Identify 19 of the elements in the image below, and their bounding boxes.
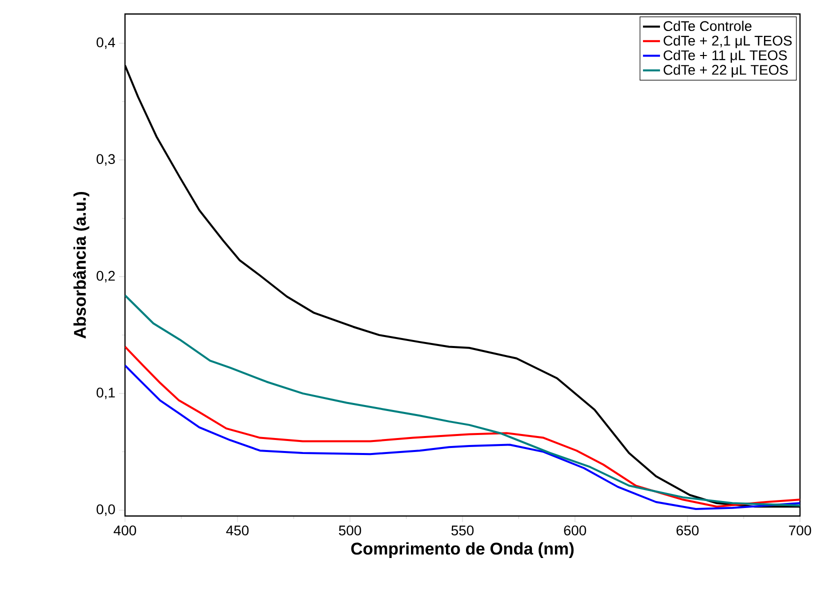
legend-label: CdTe + 2,1 μL TEOS bbox=[664, 35, 792, 48]
y-tick-label: 0,1 bbox=[96, 388, 115, 400]
line-series bbox=[125, 294, 800, 506]
x-tick-label: 600 bbox=[564, 526, 586, 536]
y-tick-label: 0,0 bbox=[96, 504, 115, 516]
legend-label: CdTe Controle bbox=[664, 20, 752, 32]
legend-label: CdTe + 11 μL TEOS bbox=[664, 50, 787, 63]
x-tick-label: 400 bbox=[114, 526, 136, 536]
x-tick-label: 450 bbox=[226, 526, 249, 536]
legend-label: CdTe + 22 μL TEOS bbox=[664, 64, 788, 78]
y-axis-title: Absorbância (a.u.) bbox=[73, 192, 90, 338]
x-tick-label: 550 bbox=[451, 526, 474, 536]
x-tick-label: 650 bbox=[676, 526, 699, 536]
x-axis-title: Comprimento de Onda (nm) bbox=[351, 542, 574, 558]
y-tick-label: 0,3 bbox=[96, 154, 115, 166]
x-tick-label: 500 bbox=[338, 526, 362, 536]
y-tick-label: 0,2 bbox=[96, 270, 115, 282]
y-tick-label: 0,4 bbox=[96, 37, 116, 49]
x-tick-label: 700 bbox=[789, 526, 812, 536]
